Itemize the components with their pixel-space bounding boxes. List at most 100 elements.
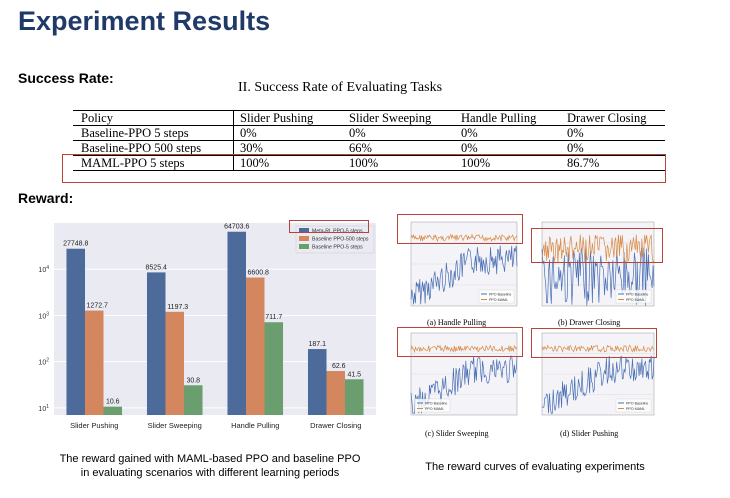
- bar: [245, 277, 265, 415]
- bar: [103, 406, 123, 415]
- table-row: Baseline-PPO 5 steps 0% 0% 0% 0%: [73, 125, 665, 141]
- maml-curve: [541, 344, 654, 353]
- bar-chart-caption: The reward gained with MAML-based PPO an…: [40, 452, 380, 480]
- bar: [264, 322, 284, 415]
- header-cell: Drawer Closing: [561, 110, 665, 126]
- table-cell: Baseline-PPO 500 steps: [73, 140, 234, 156]
- bar-caption-line-1: The reward gained with MAML-based PPO an…: [59, 453, 361, 465]
- legend-entry: PPO MAML: [626, 407, 645, 411]
- bar-value-label: 1272.7: [87, 303, 109, 310]
- bar: [184, 385, 203, 415]
- table-header-row: Policy Slider Pushing Slider Sweeping Ha…: [73, 110, 665, 126]
- legend-entry: PPO Baseline: [626, 293, 648, 297]
- legend-entry: Baseline PPO-5 steps: [312, 245, 363, 251]
- table-cell: 0%: [455, 125, 561, 141]
- legend-entry: PPO MAML: [425, 407, 444, 411]
- header-cell: Policy: [73, 110, 234, 126]
- curve-caption: (c) Slider Sweeping: [425, 429, 489, 438]
- maml-row-highlight: [62, 154, 666, 183]
- baseline-curve: [541, 247, 655, 306]
- curve-panel-c: PPO Baseline PPO MAML: [397, 327, 521, 425]
- curve-highlight-b: [531, 228, 663, 263]
- legend-entry: Meta-RL PPO-5 steps: [312, 229, 363, 235]
- bar: [227, 231, 246, 415]
- table-cell: 86.7%: [561, 155, 665, 171]
- success-rate-heading: Success Rate:: [18, 70, 114, 86]
- curve-caption: (a) Handle Pulling: [427, 318, 487, 327]
- header-cell: Slider Pushing: [233, 110, 343, 126]
- table-cell: 0%: [343, 125, 455, 141]
- curve-caption: (d) Slider Pushing: [560, 429, 619, 438]
- legend-box: [615, 289, 652, 304]
- table-cell: 66%: [343, 140, 455, 156]
- bar-value-label: 187.1: [308, 341, 326, 348]
- bar: [66, 248, 85, 415]
- table-cell: 0%: [455, 140, 561, 156]
- table-cell: 100%: [233, 155, 343, 171]
- legend-swatch: [299, 228, 309, 233]
- curve-highlight-a: [397, 214, 523, 244]
- bar-value-label: 8525.4: [146, 264, 168, 271]
- legend-box: [478, 289, 515, 304]
- curves-caption: The reward curves of evaluating experime…: [425, 461, 645, 473]
- maml-curve: [541, 234, 655, 264]
- bar-value-label: 10.6: [106, 399, 120, 406]
- curve-highlight-d: [531, 328, 657, 358]
- legend-entry: PPO Baseline: [626, 402, 648, 406]
- legend-entry: PPO Baseline: [489, 293, 511, 297]
- curve-caption: (b) Drawer Closing: [558, 318, 621, 327]
- bar-value-label: 27748.8: [63, 241, 88, 248]
- table-cell: 30%: [233, 140, 343, 156]
- curve-panel-d: PPO Baseline PPO MAML: [528, 327, 658, 425]
- maml-curve: [410, 233, 518, 243]
- legend-swatch: [299, 244, 309, 249]
- table-cell: 100%: [343, 155, 455, 171]
- page-title: Experiment Results: [18, 6, 271, 36]
- table-cell: 0%: [561, 140, 665, 156]
- bar-caption-line-2: in evaluating scenarios with different l…: [80, 467, 340, 479]
- curve-highlight-c: [397, 327, 523, 357]
- bar: [326, 371, 346, 415]
- x-tick-label: Slider Pushing: [70, 421, 118, 430]
- table-cell: Baseline-PPO 5 steps: [73, 125, 234, 141]
- bar-value-label: 30.8: [186, 377, 200, 384]
- table-cell: MAML-PPO 5 steps: [73, 155, 234, 171]
- table-cell: 100%: [455, 155, 561, 171]
- bar: [84, 310, 104, 415]
- maml-curve: [410, 344, 518, 354]
- bar: [345, 379, 364, 415]
- x-tick-label: Drawer Closing: [310, 421, 361, 430]
- baseline-curve: [410, 245, 518, 305]
- bar-value-label: 1197.3: [167, 304, 188, 311]
- legend-entry: PPO MAML: [626, 298, 645, 302]
- table-row: MAML-PPO 5 steps 100% 100% 100% 86.7%: [73, 155, 665, 171]
- bar-value-label: 62.6: [332, 363, 346, 370]
- success-rate-table: Policy Slider Pushing Slider Sweeping Ha…: [73, 110, 665, 171]
- header-cell: Handle Pulling: [455, 110, 561, 126]
- legend-box: [615, 398, 652, 413]
- bar-value-label: 711.7: [265, 314, 282, 321]
- bar-value-label: 41.5: [347, 371, 361, 378]
- header-cell: Slider Sweeping: [343, 110, 455, 126]
- legend-entry: PPO Baseline: [425, 402, 447, 406]
- bar: [146, 272, 166, 415]
- baseline-curve: [541, 355, 655, 414]
- y-tick-label: 104: [38, 265, 49, 274]
- curve-panel-a: PPO Baseline PPO MAML: [397, 216, 521, 316]
- y-tick-label: 101: [38, 404, 49, 413]
- table-cell: 0%: [561, 125, 665, 141]
- reward-heading: Reward:: [18, 190, 74, 206]
- legend-box: [414, 398, 451, 413]
- bar-value-label: 64703.6: [224, 224, 249, 231]
- y-tick-label: 103: [38, 311, 49, 320]
- table-row: Baseline-PPO 500 steps 30% 66% 0% 0%: [73, 140, 665, 156]
- y-tick-label: 102: [38, 358, 49, 367]
- table-cell: 0%: [233, 125, 343, 141]
- bar: [165, 311, 185, 415]
- bar: [307, 349, 327, 415]
- curve-panel-b: PPO Baseline PPO MAML: [528, 216, 658, 316]
- legend-swatch: [299, 236, 309, 241]
